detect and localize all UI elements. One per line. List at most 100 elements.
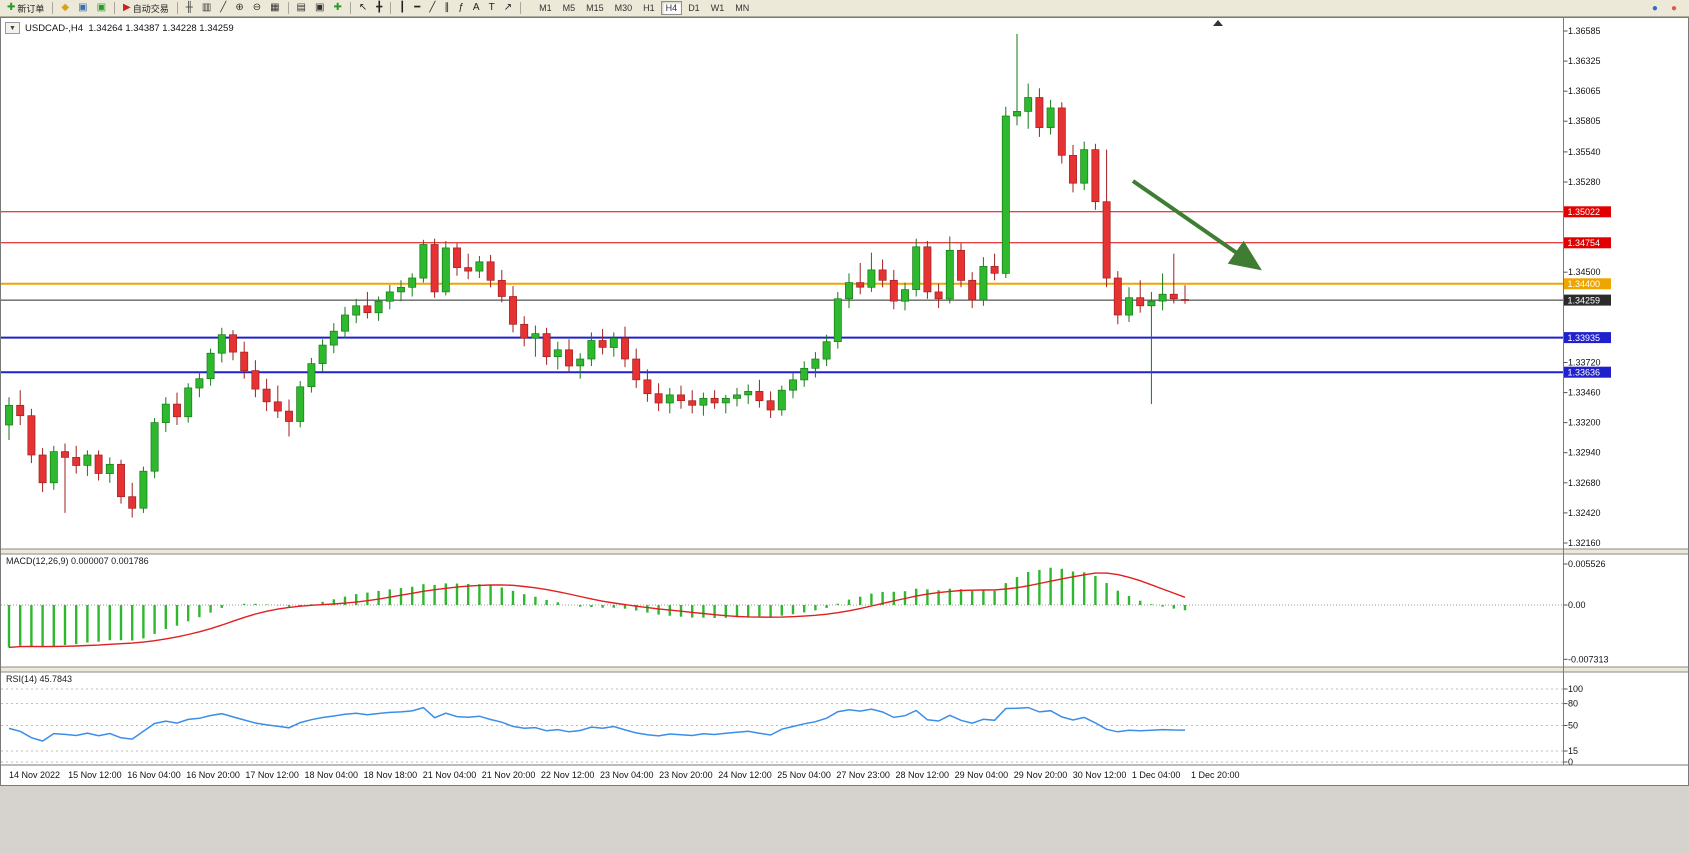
candlestick-button[interactable]: ▥ xyxy=(198,1,215,16)
candle xyxy=(654,383,663,412)
macd-signal-value: 0.001786 xyxy=(111,556,149,566)
candle xyxy=(195,371,204,398)
time-axis-label: 1 Dec 04:00 xyxy=(1131,770,1181,780)
trend-arrow[interactable] xyxy=(1131,179,1262,271)
fibonacci-button[interactable]: ƒ xyxy=(454,1,468,16)
toolbar-separator xyxy=(520,2,522,14)
timeframe-d1-button[interactable]: D1 xyxy=(688,3,700,13)
panel-divider[interactable] xyxy=(1,666,1688,673)
candle xyxy=(229,330,237,361)
auto-arrange-button[interactable]: ▣ xyxy=(311,1,328,16)
timeframe-toolbar: M1 M5 M15 M30 H1 H4 D1 W1 MN xyxy=(534,1,754,15)
arrows-button[interactable]: ↗ xyxy=(500,1,516,16)
zoom-in-button[interactable]: ⊕ xyxy=(231,1,247,16)
alerts-icon[interactable]: ● xyxy=(1670,2,1677,14)
candle xyxy=(497,269,506,303)
metaquotes-button[interactable]: ◆ xyxy=(57,1,73,16)
time-axis[interactable]: 14 Nov 2022 15 Nov 12:00 16 Nov 04:00 16 No… xyxy=(1,766,1688,785)
chart-shift-marker[interactable] xyxy=(1213,20,1223,26)
candle xyxy=(1113,271,1122,325)
data-window-button[interactable]: ▣ xyxy=(74,1,91,16)
svg-text:50: 50 xyxy=(1568,721,1578,731)
svg-text:1.34754: 1.34754 xyxy=(1568,238,1601,248)
candle xyxy=(117,459,125,504)
line-chart-button[interactable]: ╱ xyxy=(216,1,230,16)
time-axis-label: 28 Nov 12:00 xyxy=(895,770,950,780)
price-scale[interactable]: 1.36585 1.36325 1.36065 1.35805 1.35540 1.352… xyxy=(1563,18,1612,767)
timeframe-m30-button[interactable]: M30 xyxy=(614,3,633,13)
horizontal-line-icon: ━ xyxy=(414,2,421,13)
new-order-button[interactable]: ✚ 新订单 xyxy=(3,1,48,16)
timeframe-mn-button[interactable]: MN xyxy=(735,3,750,13)
tile-windows-icon: ▦ xyxy=(270,2,280,13)
candle xyxy=(5,397,13,440)
timeframe-m1-button[interactable]: M1 xyxy=(539,3,552,13)
candle xyxy=(744,384,753,405)
cascade-windows-button[interactable]: ▤ xyxy=(293,1,310,16)
tile-windows-button[interactable]: ▦ xyxy=(266,1,283,16)
candle xyxy=(553,341,562,370)
timeframe-m15-button[interactable]: M15 xyxy=(586,3,604,13)
candle xyxy=(520,316,529,347)
text-button[interactable]: A xyxy=(469,1,484,16)
candle xyxy=(710,390,719,409)
candle xyxy=(27,408,36,464)
candle xyxy=(1013,33,1021,126)
candle xyxy=(811,352,820,378)
timeframe-w1-button[interactable]: W1 xyxy=(710,3,725,13)
market-watch-icon: ▣ xyxy=(96,2,107,13)
svg-text:1.32160: 1.32160 xyxy=(1568,538,1601,548)
text-label-button[interactable]: T xyxy=(485,1,499,16)
candle xyxy=(867,252,876,292)
ohlc-bars-button[interactable]: ╫ xyxy=(182,1,197,16)
candle xyxy=(61,443,69,513)
market-watch-button[interactable]: ▣ xyxy=(93,1,110,16)
candle xyxy=(217,327,226,363)
candle xyxy=(419,239,428,283)
panel-divider[interactable] xyxy=(1,548,1688,555)
price-chart-svg: 1.36585 1.36325 1.36065 1.35805 1.35540 1.352… xyxy=(1,18,1688,767)
timeframe-m5-button[interactable]: M5 xyxy=(562,3,576,13)
timeframe-h4-button[interactable]: H4 xyxy=(660,1,683,15)
time-axis-label: 15 Nov 12:00 xyxy=(68,770,122,780)
trendline-button[interactable]: ╱ xyxy=(425,1,439,16)
svg-text:1.33720: 1.33720 xyxy=(1568,358,1601,368)
zoom-out-button[interactable]: ⊖ xyxy=(249,1,265,16)
new-order-icon: ✚ xyxy=(7,2,16,13)
time-axis-label: 18 Nov 04:00 xyxy=(304,770,359,780)
candle xyxy=(1035,88,1044,137)
candle xyxy=(912,238,921,297)
new-chart-button[interactable]: ✚ xyxy=(329,1,345,16)
chart-title: USDCAD-,H4 1.34264 1.34387 1.34228 1.342… xyxy=(25,23,234,34)
vertical-line-button[interactable]: ┃ xyxy=(395,1,409,16)
candle xyxy=(1080,141,1089,191)
cursor-button[interactable]: ↖ xyxy=(355,1,371,16)
candle xyxy=(777,385,786,416)
price-label-pivot-line: 1.34400 xyxy=(1564,278,1611,290)
svg-text:1.33636: 1.33636 xyxy=(1568,367,1601,377)
timeframe-h1-button[interactable]: H1 xyxy=(643,3,655,13)
autotrading-button[interactable]: ▶ 自动交易 xyxy=(119,1,173,16)
toolbar-separator xyxy=(390,2,392,14)
toolbar-right: ● ● xyxy=(1648,1,1686,16)
macd-main-value: 0.000007 xyxy=(71,556,109,566)
svg-text:1.36585: 1.36585 xyxy=(1568,26,1601,36)
metaquotes-icon: ◆ xyxy=(61,2,70,13)
equidistant-channel-button[interactable]: ∥ xyxy=(440,1,453,16)
candle xyxy=(139,466,148,513)
candle xyxy=(453,243,461,276)
candle xyxy=(968,272,977,309)
notifications-icon[interactable]: ● xyxy=(1651,2,1658,14)
chart-window: 1.36585 1.36325 1.36065 1.35805 1.35540 1.352… xyxy=(0,17,1689,786)
rsi-level-lines xyxy=(1,688,1564,763)
line-chart-icon: ╱ xyxy=(220,2,227,13)
rsi-line xyxy=(8,706,1186,742)
candle xyxy=(105,457,114,483)
crosshair-button[interactable]: ╋ xyxy=(372,1,386,16)
price-label-resistance-1: 1.35022 xyxy=(1564,206,1611,218)
autotrading-icon: ▶ xyxy=(123,2,131,13)
candle xyxy=(262,378,271,412)
horizontal-line-button[interactable]: ━ xyxy=(410,1,424,16)
one-click-trading-toggle[interactable]: ▼ xyxy=(5,22,20,34)
